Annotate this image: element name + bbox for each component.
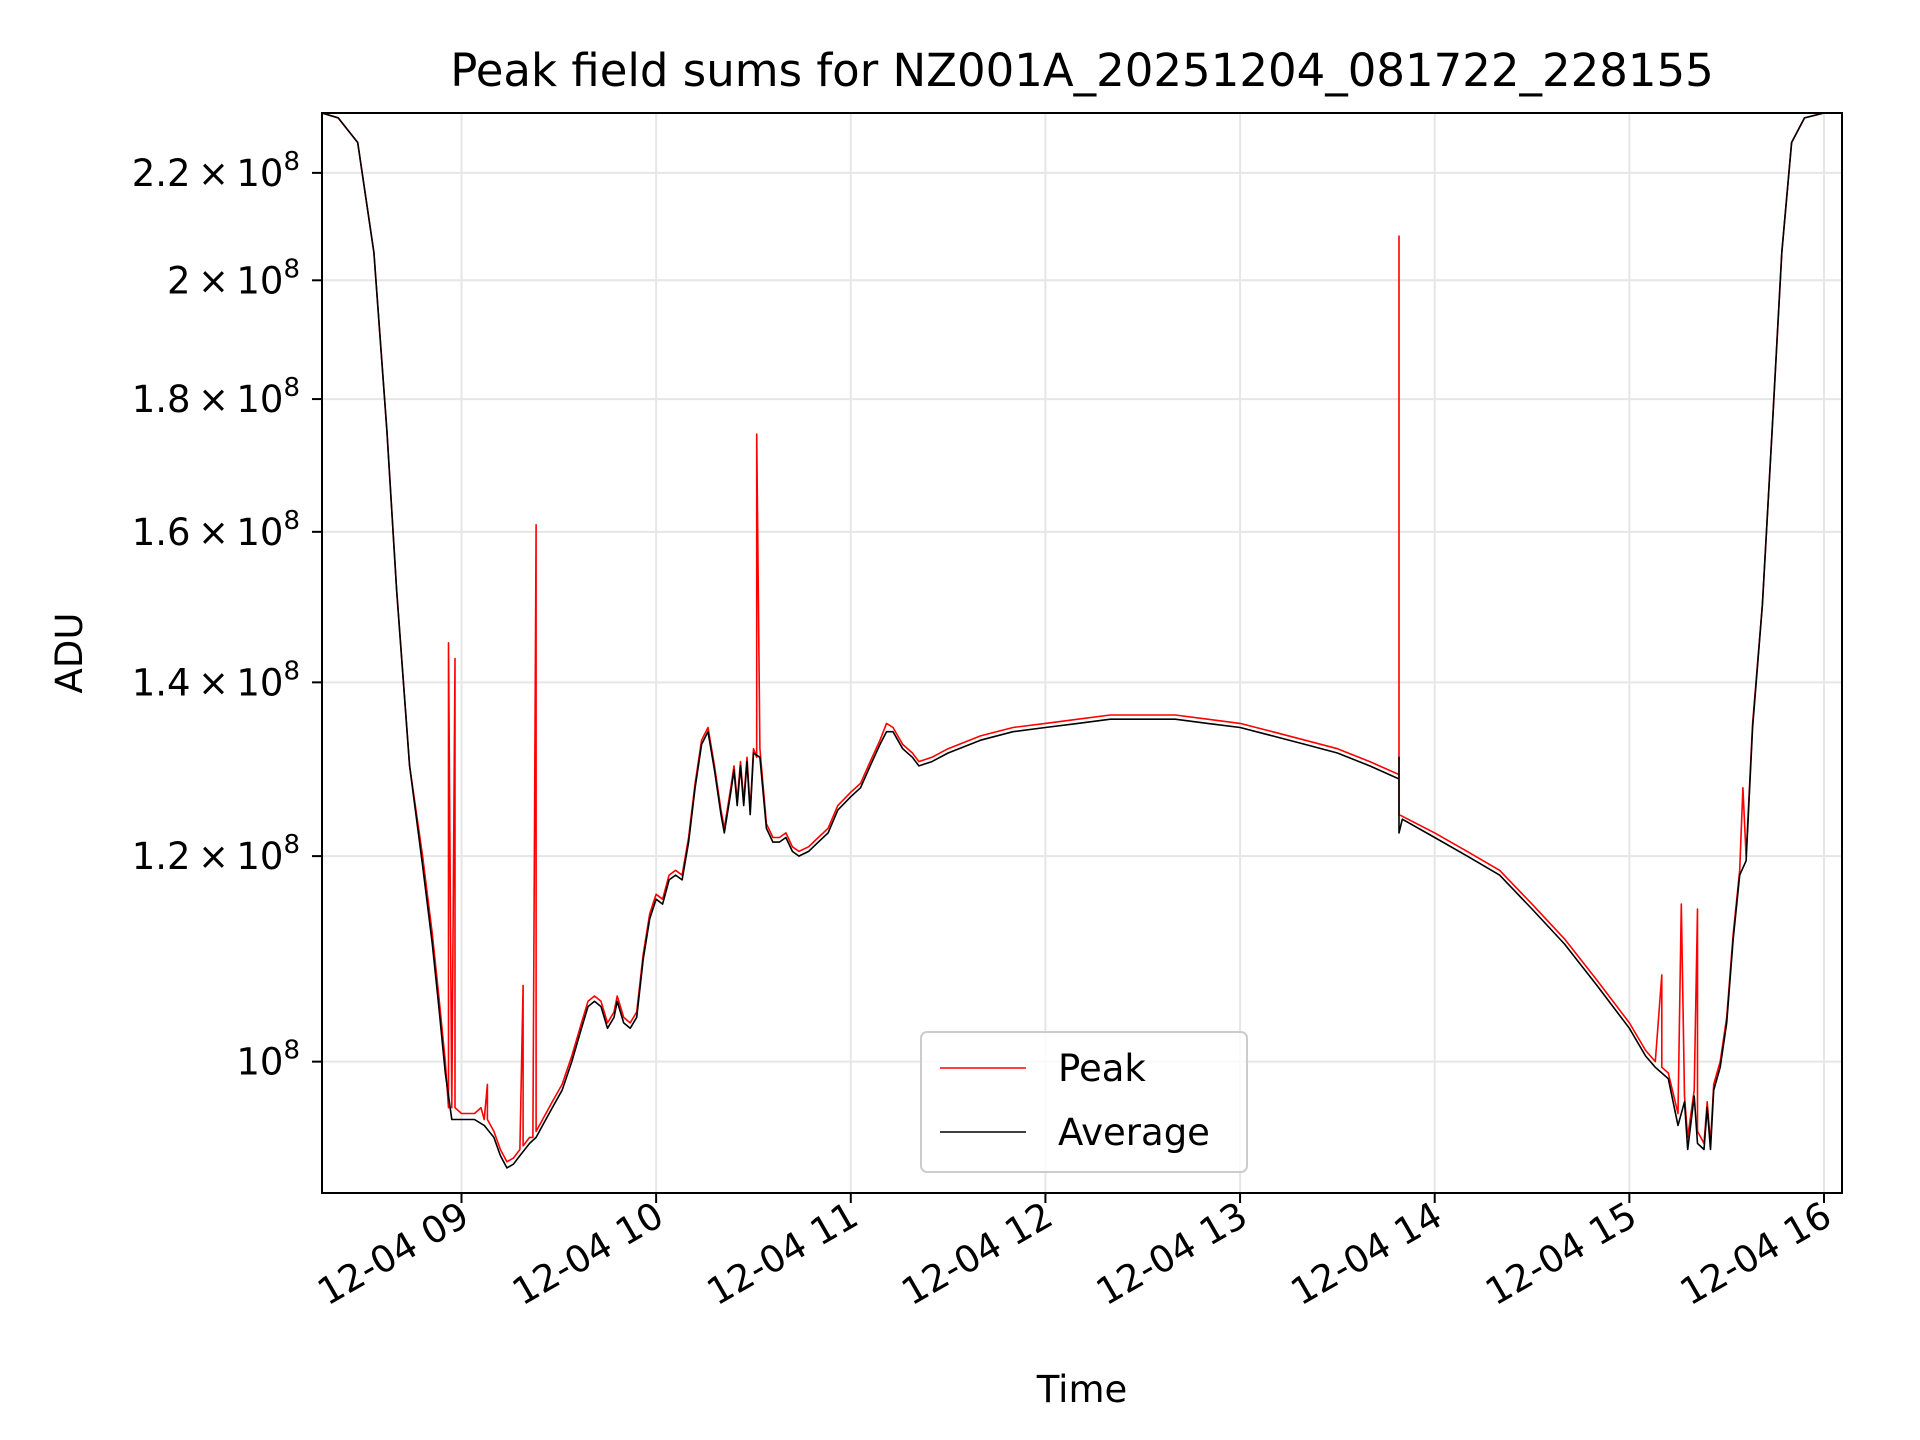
y-axis-label: ADU <box>48 613 91 694</box>
y-tick-label: 1.8 × 108 <box>132 373 300 421</box>
series-line-average <box>322 113 1825 1169</box>
series-layer <box>322 113 1825 1169</box>
y-tick-label: 1.4 × 108 <box>132 656 300 704</box>
y-tick-label: 2 × 108 <box>167 254 300 302</box>
y-axis: 108 1.2 × 108 1.4 × 108 1.6 × 108 1.8 × 108 2… <box>132 147 322 1084</box>
legend: Peak Average <box>920 1031 1248 1173</box>
legend-box <box>920 1031 1248 1173</box>
grid <box>322 113 1842 1193</box>
y-tick-label: 2.2 × 108 <box>132 147 300 195</box>
legend-label-average: Average <box>1058 1111 1210 1154</box>
plot-frame <box>321 112 1843 1194</box>
y-tick-label: 108 <box>236 1036 300 1084</box>
chart-title: Peak field sums for NZ001A_20251204_0817… <box>450 44 1714 97</box>
y-tick-label: 1.2 × 108 <box>132 830 300 878</box>
y-tick-label: 1.6 × 108 <box>132 506 300 554</box>
legend-label-peak: Peak <box>1058 1047 1146 1090</box>
x-axis-label: Time <box>1036 1368 1128 1411</box>
